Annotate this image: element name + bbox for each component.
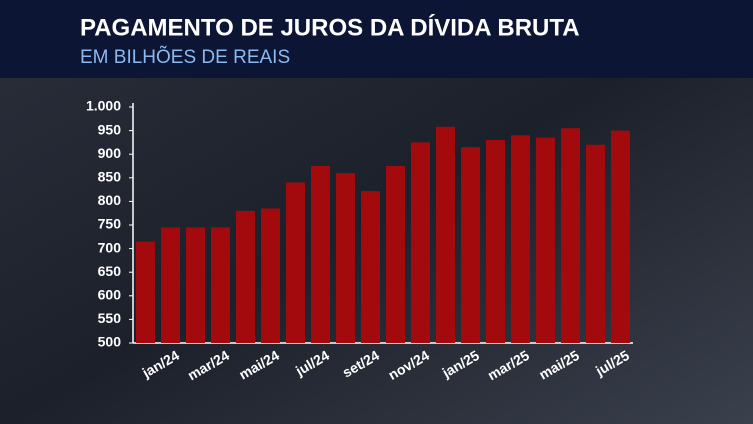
bar	[186, 227, 205, 343]
bar	[511, 135, 530, 343]
chart-subtitle: EM BILHÕES DE REAIS	[80, 46, 290, 68]
bar	[486, 140, 505, 343]
y-tick-label: 550	[98, 310, 122, 326]
y-tick-label: 600	[98, 287, 122, 303]
bar	[611, 130, 630, 343]
bar	[436, 126, 455, 343]
chart-title: PAGAMENTO DE JUROS DA DÍVIDA BRUTA	[80, 13, 580, 41]
bar	[361, 191, 380, 343]
y-tick-label: 850	[98, 169, 122, 185]
bar	[411, 142, 430, 343]
bar	[211, 227, 230, 343]
y-tick-label: 1.000	[86, 98, 121, 114]
bar	[161, 227, 180, 343]
bar	[386, 166, 405, 343]
y-tick-label: 700	[98, 239, 122, 255]
y-tick-label: 800	[98, 192, 122, 208]
header-band	[0, 0, 753, 78]
bar	[311, 166, 330, 343]
y-tick-label: 750	[98, 216, 122, 232]
bar	[536, 137, 555, 343]
bar	[561, 128, 580, 343]
bar	[136, 241, 155, 343]
bar	[286, 182, 305, 343]
y-tick-label: 900	[98, 145, 122, 161]
bar	[586, 144, 605, 343]
bar	[261, 208, 280, 343]
y-tick-label: 650	[98, 263, 122, 279]
bar	[461, 147, 480, 343]
y-tick-label: 500	[98, 334, 122, 350]
bar	[236, 210, 255, 343]
bar	[336, 173, 355, 343]
y-tick-label: 950	[98, 121, 122, 137]
